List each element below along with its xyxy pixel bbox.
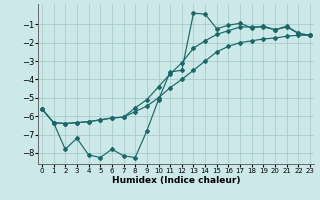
X-axis label: Humidex (Indice chaleur): Humidex (Indice chaleur) [112,176,240,185]
